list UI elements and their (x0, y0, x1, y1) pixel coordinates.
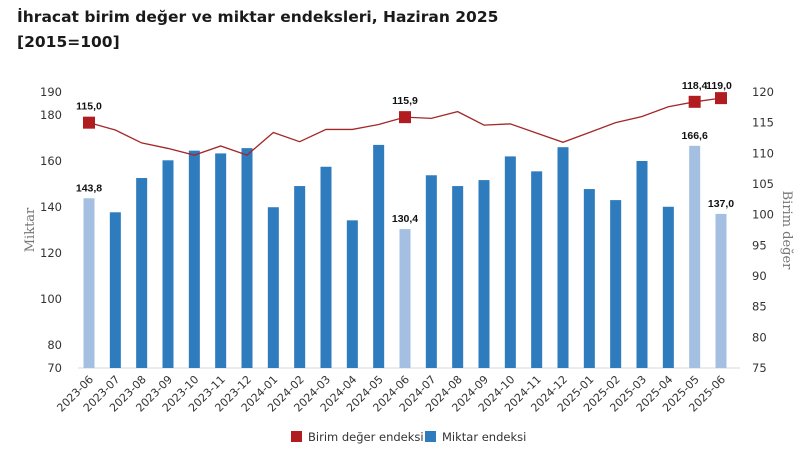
line-data-label: 115,0 (76, 101, 102, 113)
line-marker-2025-05 (688, 95, 701, 108)
bar-2025-04 (662, 206, 674, 368)
y-right-tick-label: 110 (752, 146, 774, 160)
y-left-tick-label: 160 (40, 154, 62, 168)
y-right-tick-label: 105 (752, 177, 774, 191)
bar-2025-02 (610, 200, 622, 368)
bar-2023-08 (136, 178, 148, 368)
bar-2024-04 (346, 220, 358, 368)
bar-2023-12 (241, 148, 253, 368)
bar-2023-07 (109, 212, 121, 368)
y-right-axis-title: Birim değer (779, 191, 794, 271)
legend-label-miktar: Miktar endeksi (442, 430, 526, 444)
y-left-tick-label: 140 (40, 200, 62, 214)
bar-2024-09 (478, 180, 490, 368)
y-left-tick-label: 120 (40, 246, 62, 260)
y-right-tick-label: 90 (752, 269, 767, 283)
chart-subtitle: [2015=100] (17, 33, 120, 51)
y-right-tick-label: 75 (752, 361, 767, 375)
bar-2025-06 (715, 213, 727, 368)
bar-data-label: 143,8 (76, 182, 102, 194)
legend-swatch-birim-deger (291, 431, 302, 442)
legend-swatch-miktar (425, 431, 436, 442)
bar-2023-06 (83, 198, 95, 368)
bar-2025-05 (689, 145, 701, 368)
y-left-axis-title: Miktar (23, 207, 38, 252)
line-marker-2025-06 (715, 92, 727, 105)
y-right-tick-label: 85 (752, 300, 767, 314)
y-left-tick-label: 70 (47, 361, 62, 375)
y-left-tick-label: 180 (40, 108, 62, 122)
bar-2024-03 (320, 166, 332, 368)
line-data-label: 119,0 (706, 80, 732, 92)
y-left-tick-label: 100 (40, 292, 62, 306)
y-left-tick-label: 190 (40, 85, 62, 99)
bar-2024-10 (504, 156, 516, 368)
bar-data-label: 137,0 (708, 198, 734, 210)
bar-2023-09 (162, 160, 174, 368)
bar-2024-06 (399, 229, 411, 368)
bar-2024-07 (425, 175, 437, 368)
bar-2024-08 (452, 186, 464, 368)
line-data-label: 118,4 (682, 80, 708, 92)
bar-data-label: 166,6 (682, 130, 708, 142)
bar-2025-01 (583, 189, 595, 368)
bar-2024-01 (267, 207, 279, 368)
y-right-tick-label: 80 (752, 330, 767, 344)
bar-data-label: 130,4 (392, 213, 418, 225)
y-right-tick-label: 115 (752, 116, 774, 130)
legend-label-birim-deger: Birim değer endeksi (308, 430, 424, 444)
line-marker-2024-06 (399, 111, 411, 124)
y-right-tick-label: 95 (752, 238, 767, 252)
bar-2023-10 (188, 150, 200, 368)
chart-title: İhracat birim değer ve miktar endeksleri… (17, 8, 499, 26)
bar-2024-02 (294, 186, 306, 368)
bar-2025-03 (636, 161, 648, 368)
bar-2024-05 (373, 144, 385, 368)
bar-2023-11 (215, 153, 227, 368)
line-data-label: 115,9 (392, 95, 418, 107)
y-right-tick-label: 120 (752, 85, 774, 99)
line-marker-2023-06 (83, 116, 95, 129)
bar-2024-11 (531, 171, 543, 368)
bar-2024-12 (557, 147, 569, 368)
y-left-tick-label: 80 (47, 338, 62, 352)
y-right-tick-label: 100 (752, 208, 774, 222)
